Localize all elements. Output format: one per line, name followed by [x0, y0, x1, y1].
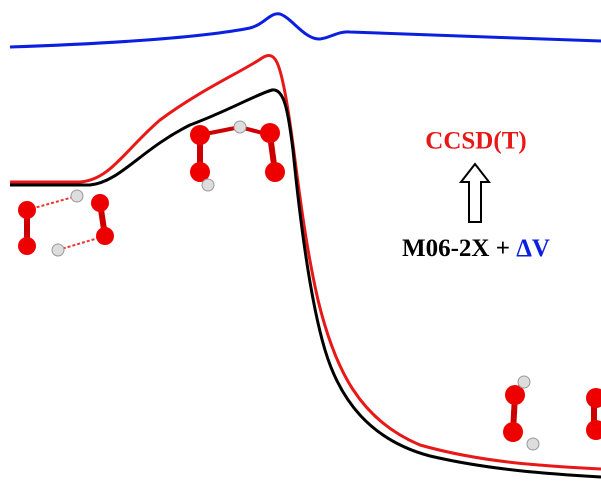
- method: M06-2X: [402, 235, 489, 262]
- label-ccsdt: CCSD(T): [425, 128, 526, 155]
- correction: ΔV: [516, 235, 550, 262]
- plus: +: [496, 235, 510, 262]
- molecule-ts: [190, 121, 285, 191]
- molecule-dimer: [18, 190, 114, 256]
- arrow-up: [461, 164, 489, 222]
- label-method: M06-2X + ΔV: [402, 235, 550, 262]
- figure: CCSD(T) M06-2X + ΔV: [0, 0, 601, 481]
- page: CCSD(T) M06-2X + ΔV (() => { const data …: [0, 0, 601, 481]
- blue-curve: [10, 14, 601, 47]
- molecule-products: [503, 376, 601, 450]
